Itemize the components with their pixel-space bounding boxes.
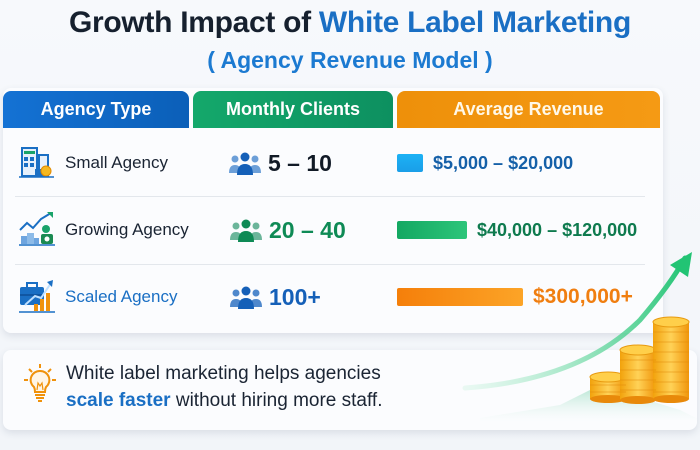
growth-chart-buildings-icon bbox=[19, 212, 55, 246]
agency-cell: Growing Agency bbox=[17, 197, 189, 263]
column-header-monthly-clients: Monthly Clients bbox=[193, 91, 393, 128]
agency-name: Small Agency bbox=[65, 153, 168, 172]
agency-name: Scaled Agency bbox=[65, 287, 178, 306]
title-prefix: Growth Impact of bbox=[69, 6, 319, 39]
table-row-scaled-agency: Scaled Agency 100+ $300,000+ bbox=[3, 264, 663, 330]
page-title: Growth Impact of White Label Marketing bbox=[0, 6, 700, 40]
revenue-cell: $40,000 – $120,000 bbox=[397, 197, 637, 263]
column-header-average-revenue: Average Revenue bbox=[397, 91, 660, 128]
clients-value: 20 – 40 bbox=[269, 216, 346, 243]
clients-value: 100+ bbox=[269, 283, 321, 310]
users-group-icon bbox=[229, 152, 261, 175]
row-divider bbox=[15, 264, 645, 265]
column-header-agency-type: Agency Type bbox=[3, 91, 189, 128]
callout-line-2: scale faster without hiring more staff. bbox=[66, 390, 383, 412]
row-divider bbox=[15, 196, 645, 197]
revenue-value: $300,000+ bbox=[533, 285, 633, 308]
office-building-coin-icon bbox=[19, 147, 54, 178]
insight-callout: White label marketing helps agencies sca… bbox=[3, 350, 697, 430]
revenue-bar bbox=[397, 154, 423, 172]
clients-cell: 5 – 10 bbox=[228, 130, 332, 196]
revenue-cell: $5,000 – $20,000 bbox=[397, 130, 573, 196]
revenue-bar bbox=[397, 288, 523, 306]
clients-cell: 100+ bbox=[229, 264, 321, 330]
page-subtitle: ( Agency Revenue Model ) bbox=[207, 47, 493, 73]
lightbulb-icon bbox=[24, 364, 56, 402]
callout-line-1: White label marketing helps agencies bbox=[66, 363, 381, 384]
revenue-cell: $300,000+ bbox=[397, 264, 633, 330]
table-row-growing-agency: Growing Agency 20 – 40 $40,000 – $120,00… bbox=[3, 197, 663, 263]
agency-name: Growing Agency bbox=[65, 220, 189, 239]
users-group-icon bbox=[230, 286, 262, 309]
revenue-bar bbox=[397, 221, 467, 239]
briefcase-growth-chart-icon bbox=[19, 280, 55, 313]
clients-value: 5 – 10 bbox=[268, 149, 332, 176]
callout-line-2-rest: without hiring more staff. bbox=[170, 390, 383, 411]
revenue-value: $5,000 – $20,000 bbox=[433, 152, 574, 173]
agency-cell: Scaled Agency bbox=[17, 264, 177, 330]
table-row-small-agency: Small Agency 5 – 10 $5,000 – $20,000 bbox=[3, 130, 663, 196]
clients-cell: 20 – 40 bbox=[229, 197, 346, 263]
users-group-icon bbox=[230, 219, 262, 242]
agency-cell: Small Agency bbox=[17, 130, 168, 196]
title-accent: White Label Marketing bbox=[318, 6, 631, 39]
revenue-value: $40,000 – $120,000 bbox=[477, 219, 638, 240]
callout-emphasis: scale faster bbox=[66, 390, 171, 411]
